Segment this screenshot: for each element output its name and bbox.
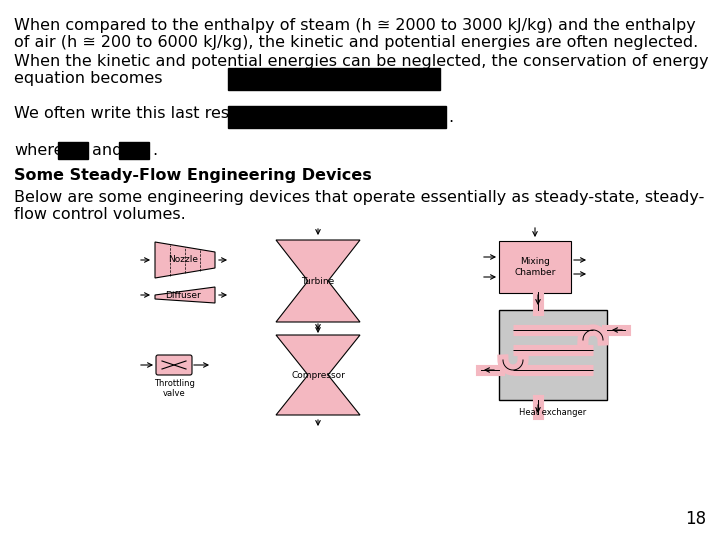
Text: Compressor: Compressor xyxy=(291,370,345,380)
Text: We often write this last result per unit mass flow as: We often write this last result per unit… xyxy=(14,106,427,121)
Bar xyxy=(58,142,88,159)
Text: Mixing
Chamber: Mixing Chamber xyxy=(514,257,556,276)
Text: .: . xyxy=(152,143,157,158)
Text: Turbine: Turbine xyxy=(302,276,335,286)
Bar xyxy=(119,142,149,159)
Text: When the kinetic and potential energies can be neglected, the conservation of en: When the kinetic and potential energies … xyxy=(14,54,708,69)
Text: equation becomes: equation becomes xyxy=(14,71,163,86)
Text: Nozzle: Nozzle xyxy=(168,255,198,265)
Polygon shape xyxy=(276,240,360,322)
FancyBboxPatch shape xyxy=(156,355,192,375)
Text: 18: 18 xyxy=(685,510,706,528)
Text: Throttling
valve: Throttling valve xyxy=(153,379,194,399)
Text: flow control volumes.: flow control volumes. xyxy=(14,207,186,222)
Text: and: and xyxy=(92,143,122,158)
Text: Diffuser: Diffuser xyxy=(165,291,201,300)
Bar xyxy=(499,310,607,400)
Polygon shape xyxy=(155,287,215,303)
Text: Heat exchanger: Heat exchanger xyxy=(519,408,587,417)
Text: Some Steady-Flow Engineering Devices: Some Steady-Flow Engineering Devices xyxy=(14,168,372,183)
Text: When compared to the enthalpy of steam (h ≅ 2000 to 3000 kJ/kg) and the enthalpy: When compared to the enthalpy of steam (… xyxy=(14,18,696,33)
Bar xyxy=(228,68,440,90)
Text: of air (h ≅ 200 to 6000 kJ/kg), the kinetic and potential energies are often neg: of air (h ≅ 200 to 6000 kJ/kg), the kine… xyxy=(14,35,698,50)
Polygon shape xyxy=(155,242,215,278)
Text: where: where xyxy=(14,143,63,158)
Text: Below are some engineering devices that operate essentially as steady-state, ste: Below are some engineering devices that … xyxy=(14,190,704,205)
Text: .: . xyxy=(448,110,453,125)
Bar xyxy=(499,241,571,293)
Bar xyxy=(228,106,446,128)
Polygon shape xyxy=(276,335,360,415)
